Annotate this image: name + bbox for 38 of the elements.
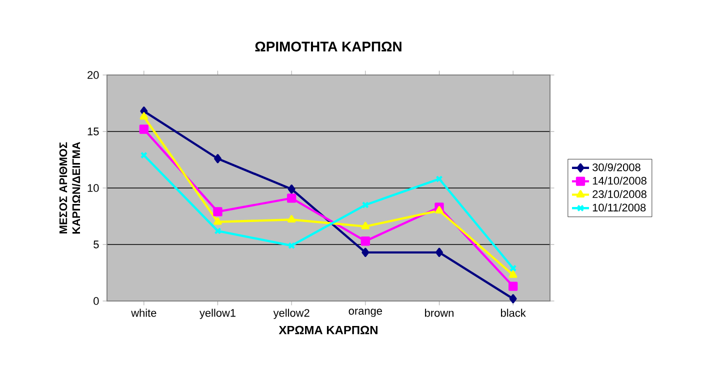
- y-tick-label: 5: [94, 240, 99, 248]
- point: [214, 217, 222, 225]
- point: [214, 154, 222, 164]
- legend-label: 14/10/2008: [592, 176, 646, 185]
- x-tick-label: white: [131, 308, 156, 317]
- y-axis-title: ΜΕΣΟΣ ΑΡΙΘΜΟΣ ΚΑΡΠΩΝ/ΔΕΙΓΜΑ: [59, 142, 80, 234]
- x-tick-label: orange: [348, 308, 382, 317]
- y-tick-label: 15: [88, 128, 99, 136]
- x-tick-label: brown: [425, 308, 454, 317]
- point: [139, 124, 148, 134]
- legend-label: 23/10/2008: [592, 190, 646, 198]
- point: [436, 248, 443, 257]
- point: [214, 227, 222, 234]
- point: [287, 215, 296, 222]
- point: [362, 248, 370, 257]
- point: [140, 112, 148, 120]
- point: [361, 222, 370, 230]
- point: [360, 236, 370, 246]
- point: [362, 201, 369, 209]
- point: [213, 207, 222, 216]
- y-tick-label: 20: [88, 71, 99, 79]
- point: [436, 175, 443, 183]
- point: [288, 184, 296, 194]
- point: [508, 282, 518, 291]
- point: [288, 242, 296, 250]
- x-axis-title: ΧΡΩΜΑ ΚΑΡΠΩΝ: [278, 326, 378, 334]
- point: [509, 294, 517, 304]
- y-tick-label: 10: [88, 184, 99, 192]
- x-tick-label: yellow2: [273, 308, 310, 319]
- x-tick-label: black: [500, 308, 526, 317]
- point: [287, 194, 296, 203]
- legend-label: 30/9/2008: [592, 163, 640, 172]
- chart-title: ΩΡΙΜΟΤΗΤΑ ΚΑΡΠΩΝ: [255, 42, 402, 52]
- point: [435, 206, 444, 214]
- y-tick-label: 0: [94, 297, 99, 305]
- point: [508, 270, 518, 278]
- x-tick-label: yellow1: [200, 308, 236, 319]
- legend-label: 10/11/2008: [592, 203, 646, 212]
